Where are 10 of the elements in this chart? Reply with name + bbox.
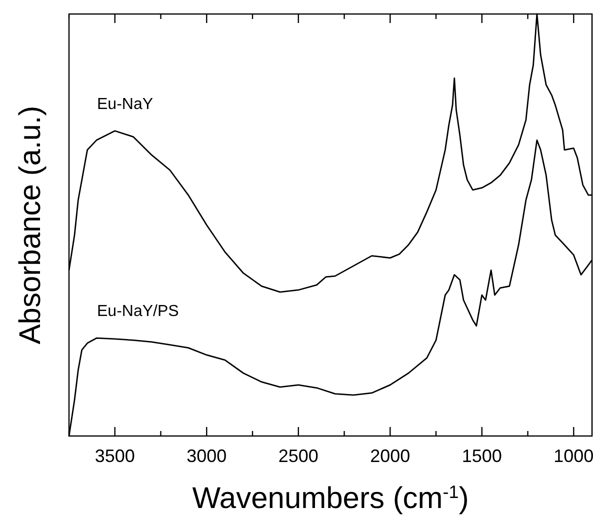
x-axis-title: Wavenumbers (cm$^{-1}$)	[192, 482, 469, 515]
x-tick-label: 1000	[554, 446, 593, 466]
x-tick-label: 2500	[278, 446, 318, 466]
series-label: Eu-NaY	[97, 96, 154, 113]
x-tick-label: 3000	[186, 446, 227, 466]
y-axis-title: Absorbance (a.u.)	[14, 106, 47, 344]
x-tick-label: 3500	[94, 446, 135, 466]
x-tick-label: 1500	[462, 446, 502, 466]
x-tick-label: 2000	[370, 446, 410, 466]
series-label: Eu-NaY/PS	[97, 303, 179, 320]
